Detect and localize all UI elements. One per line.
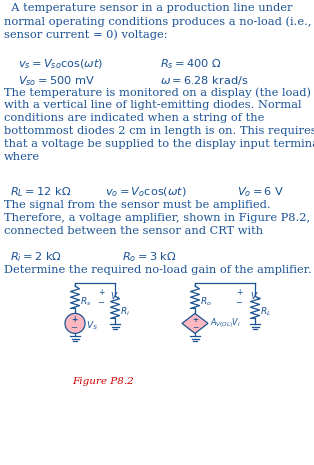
Text: $R_o$: $R_o$ xyxy=(200,295,212,307)
Text: $R_s = 400\ \Omega$: $R_s = 400\ \Omega$ xyxy=(160,57,222,71)
Text: $R_i$: $R_i$ xyxy=(120,305,130,318)
Text: −: − xyxy=(236,298,242,307)
Text: $R_i = 2\ \mathrm{k}\Omega$: $R_i = 2\ \mathrm{k}\Omega$ xyxy=(10,250,62,264)
Text: $V_o = 6\ \mathrm{V}$: $V_o = 6\ \mathrm{V}$ xyxy=(237,185,284,199)
Text: $R_L$: $R_L$ xyxy=(260,305,271,318)
Text: Determine the required no-load gain of the amplifier.: Determine the required no-load gain of t… xyxy=(4,265,312,275)
Text: $V_S$: $V_S$ xyxy=(86,319,98,332)
Text: The temperature is monitored on a display (the load)
with a vertical line of lig: The temperature is monitored on a displa… xyxy=(4,87,314,161)
Text: +: + xyxy=(71,315,77,324)
Text: −: − xyxy=(98,298,105,307)
Polygon shape xyxy=(182,313,208,333)
Circle shape xyxy=(65,313,85,333)
Text: $\omega = 6.28\ \mathrm{krad/s}$: $\omega = 6.28\ \mathrm{krad/s}$ xyxy=(160,74,248,87)
Text: $v_o = V_o\cos(\omega t)$: $v_o = V_o\cos(\omega t)$ xyxy=(105,185,187,199)
Text: +: + xyxy=(98,288,104,297)
Text: −: − xyxy=(192,323,198,332)
Text: +: + xyxy=(236,288,242,297)
Text: $v_s = V_{so}\cos(\omega t)$: $v_s = V_{so}\cos(\omega t)$ xyxy=(18,57,103,71)
Text: Figure P8.2: Figure P8.2 xyxy=(72,377,134,386)
Text: $V_o$: $V_o$ xyxy=(250,291,262,304)
Text: $V_{so} = 500\ \mathrm{mV}$: $V_{so} = 500\ \mathrm{mV}$ xyxy=(18,74,95,88)
Text: A temperature sensor in a production line under
normal operating conditions prod: A temperature sensor in a production lin… xyxy=(4,3,311,40)
Text: $A_{V(OL)}V_i$: $A_{V(OL)}V_i$ xyxy=(210,317,241,330)
Text: $R_L = 12\ \mathrm{k}\Omega$: $R_L = 12\ \mathrm{k}\Omega$ xyxy=(10,185,72,199)
Text: $R_s$: $R_s$ xyxy=(80,295,91,307)
Text: −: − xyxy=(71,323,78,332)
Text: The signal from the sensor must be amplified.
Therefore, a voltage amplifier, sh: The signal from the sensor must be ampli… xyxy=(4,200,314,236)
Text: $R_o = 3\ \mathrm{k}\Omega$: $R_o = 3\ \mathrm{k}\Omega$ xyxy=(122,250,177,264)
Text: $V_i$: $V_i$ xyxy=(110,291,120,304)
Text: +: + xyxy=(192,317,198,323)
